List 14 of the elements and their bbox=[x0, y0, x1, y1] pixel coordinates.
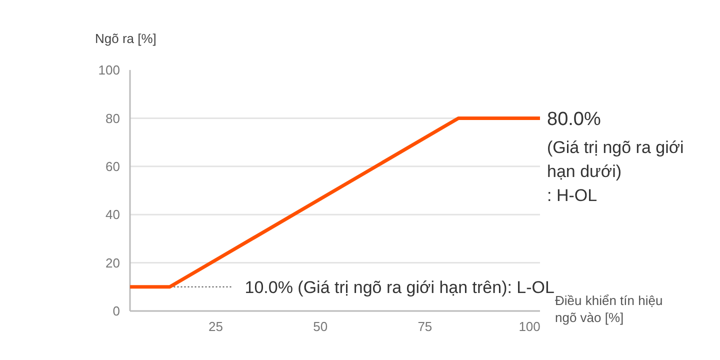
y-tick-label: 0 bbox=[112, 304, 120, 319]
y-tick-label: 40 bbox=[106, 207, 120, 222]
y-tick-label: 20 bbox=[106, 255, 120, 270]
x-axis-title: Điều khiển tín hiệu ngõ vào [%] bbox=[555, 293, 663, 325]
y-tick-label: 100 bbox=[98, 62, 120, 78]
annotation: 10.0% (Giá trị ngõ ra giới hạn trên): L-OL bbox=[244, 278, 554, 297]
x-tick-label: 100 bbox=[518, 319, 540, 334]
x-tick-label: 75 bbox=[418, 319, 432, 334]
x-tick-label: 50 bbox=[313, 319, 328, 334]
x-tick-label: 25 bbox=[208, 319, 223, 334]
y-tick-label: 60 bbox=[106, 158, 120, 174]
y-axis-title: Ngõ ra [%] bbox=[95, 31, 156, 46]
y-tick-label: 80 bbox=[106, 110, 120, 126]
annotation: 80.0% (Giá trị ngõ ra giới hạn dưới) : H-OL bbox=[547, 108, 684, 205]
